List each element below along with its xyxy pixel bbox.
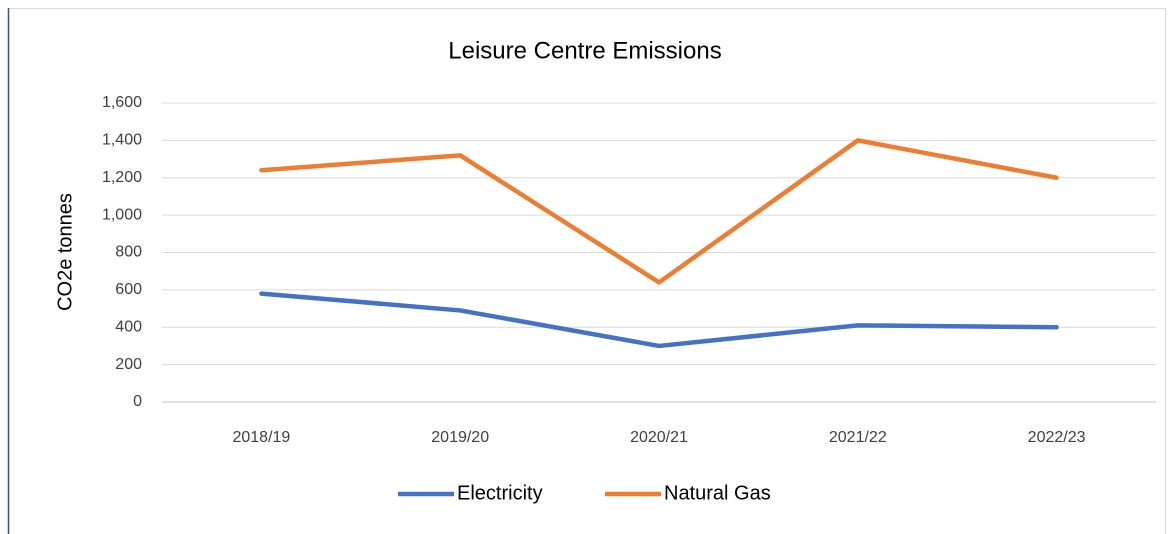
y-tick-label: 200 <box>115 356 142 373</box>
x-tick-label: 2021/22 <box>829 429 887 446</box>
y-tick-label: 0 <box>133 393 142 410</box>
series-line <box>259 138 1059 285</box>
y-tick-label: 800 <box>115 244 142 261</box>
x-tick-label: 2020/21 <box>630 429 688 446</box>
legend-label: Electricity <box>457 482 543 504</box>
y-tick-label: 600 <box>115 281 142 298</box>
y-axis-label: CO2e tonnes <box>54 193 76 311</box>
x-tick-label: 2019/20 <box>431 429 489 446</box>
y-tick-label: 1,000 <box>102 206 142 223</box>
legend-label: Natural Gas <box>664 482 771 504</box>
y-tick-label: 400 <box>115 318 142 335</box>
y-tick-label: 1,400 <box>102 132 142 149</box>
series-line <box>259 291 1059 349</box>
chart-title: Leisure Centre Emissions <box>448 37 721 64</box>
x-tick-label: 2022/23 <box>1028 429 1086 446</box>
chart-border <box>8 8 1166 534</box>
x-tick-label: 2018/19 <box>232 429 290 446</box>
y-tick-label: 1,600 <box>102 94 142 111</box>
y-tick-label: 1,200 <box>102 169 142 186</box>
